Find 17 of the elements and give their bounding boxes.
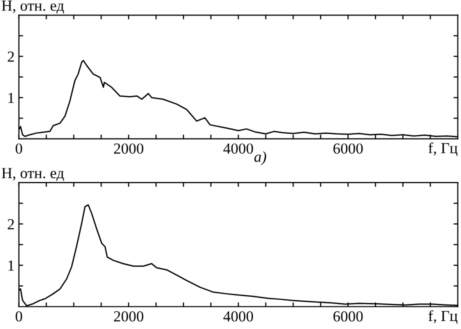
y-tick-label: 1: [8, 260, 14, 271]
y-tick-label: 1: [8, 92, 14, 103]
x-tick-label: 2000: [114, 143, 144, 154]
x-tick-label: 4000: [223, 311, 254, 322]
y-tick-label: 2: [8, 52, 14, 62]
y-axis-title: H, отн. ед: [2, 168, 64, 182]
x-tick-label: 6000: [333, 311, 363, 322]
x-axis-title: f, Гц: [428, 142, 458, 156]
text: а): [254, 151, 266, 166]
x-tick-label: 0: [16, 311, 22, 322]
x-tick-label: 2000: [114, 311, 144, 322]
x-tick-label: 6000: [333, 143, 363, 154]
x-axis-title: f, Гц: [428, 310, 458, 324]
y-axis-title: H, отн. ед: [2, 0, 64, 14]
x-tick-label: 4000: [223, 143, 254, 154]
y-tick-label: 2: [8, 219, 14, 230]
x-tick-label: 0: [16, 143, 22, 154]
